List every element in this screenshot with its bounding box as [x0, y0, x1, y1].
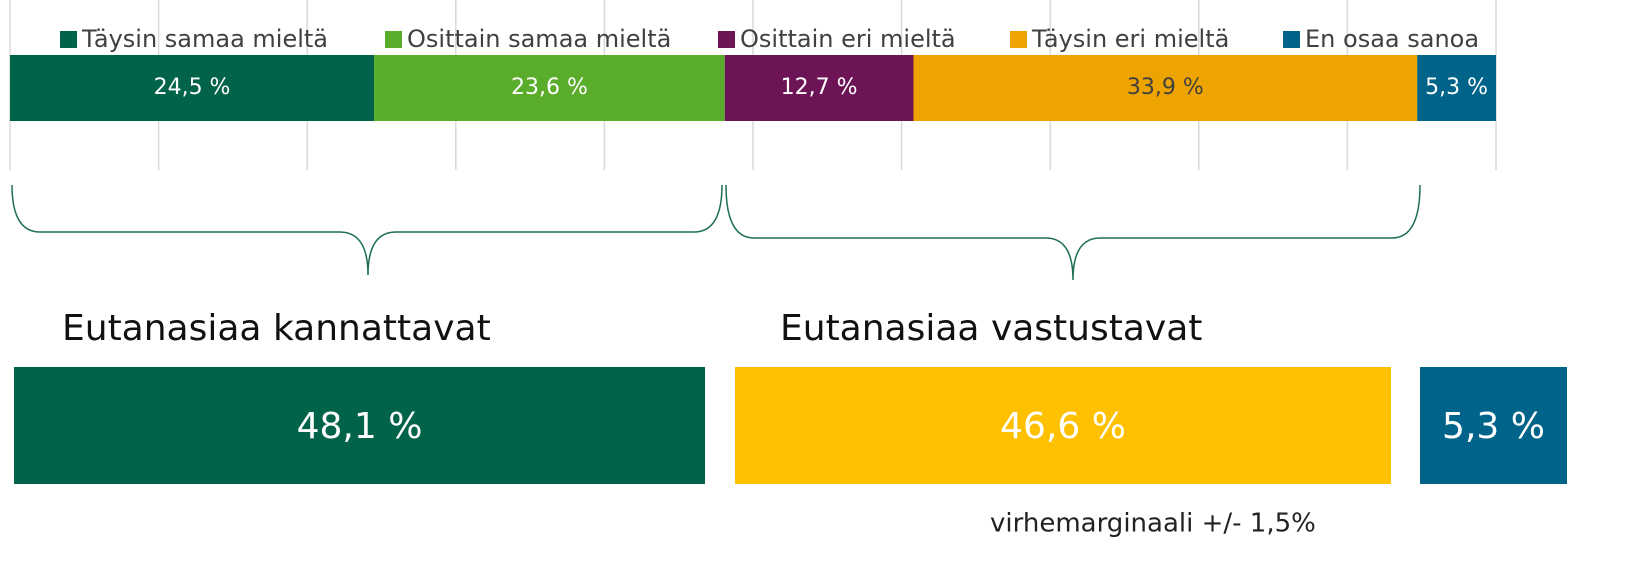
legend-swatch: [60, 31, 77, 48]
summary-box: [735, 367, 1391, 484]
bar-segment: [724, 55, 914, 121]
summary-box: [1420, 367, 1567, 484]
summary-label: 5,3 %: [1442, 406, 1545, 447]
legend-label: Osittain eri mieltä: [740, 25, 956, 53]
legend-swatch: [385, 31, 402, 48]
value-label: 12,7 %: [781, 75, 858, 100]
legend-label: Täysin samaa mieltä: [81, 25, 328, 53]
legend-label: En osaa sanoa: [1305, 25, 1479, 53]
value-label: 5,3 %: [1425, 75, 1488, 100]
summary-label: 46,6 %: [1000, 406, 1126, 447]
brace: [11, 184, 723, 276]
legend-swatch: [1010, 31, 1027, 48]
value-label: 24,5 %: [154, 75, 231, 100]
legend-swatch: [1283, 31, 1300, 48]
legend-swatch: [718, 31, 735, 48]
bar-segment: [1417, 55, 1496, 121]
legend-label: Täysin eri mieltä: [1031, 25, 1229, 53]
bar-segment: [913, 55, 1418, 121]
brace: [725, 184, 1421, 281]
summary-title: Eutanasiaa vastustavat: [780, 308, 1202, 349]
bar-segment: [374, 55, 725, 121]
note: virhemarginaali +/- 1,5%: [990, 509, 1316, 539]
summary-box: [14, 367, 705, 484]
bar-segment: [10, 55, 375, 121]
legend-label: Osittain samaa mieltä: [407, 25, 671, 53]
summary-title: Eutanasiaa kannattavat: [62, 308, 491, 349]
value-label: 23,6 %: [511, 75, 588, 100]
value-label: 33,9 %: [1127, 75, 1204, 100]
summary-label: 48,1 %: [297, 406, 423, 447]
